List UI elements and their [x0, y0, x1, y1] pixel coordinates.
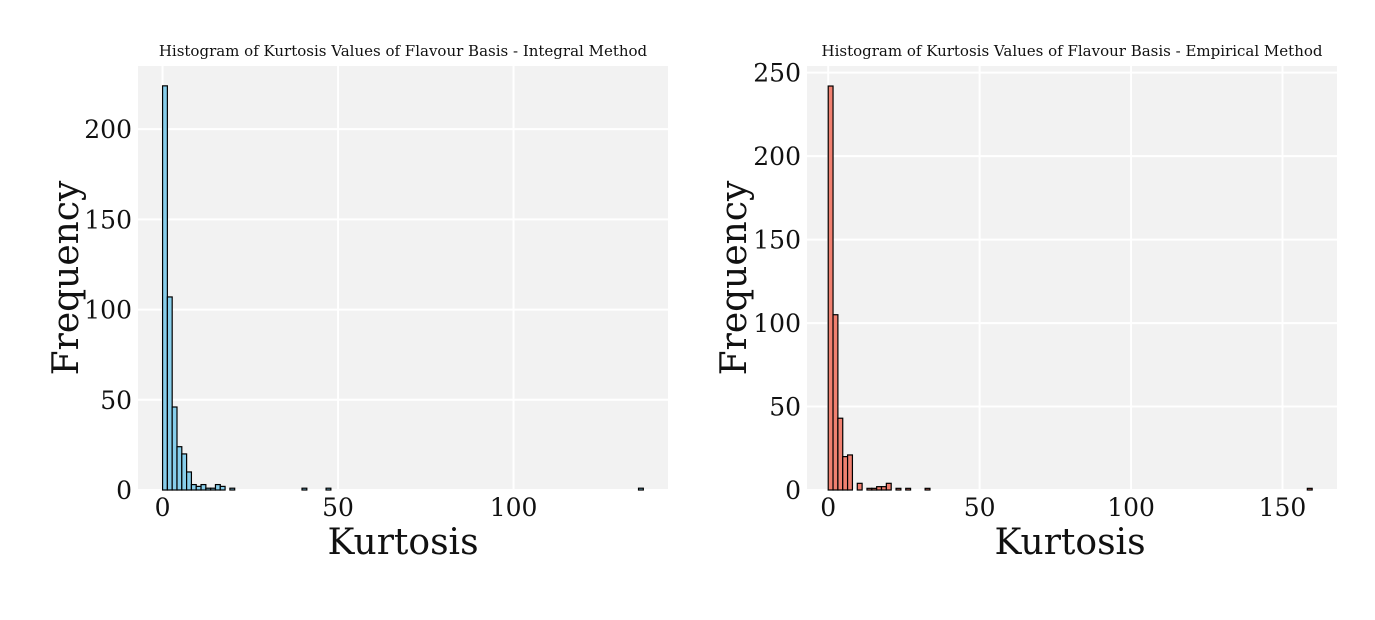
chart-title: Histogram of Kurtosis Values of Flavour …	[159, 42, 648, 60]
histogram-bar	[161, 85, 168, 491]
x-axis-label: Kurtosis	[994, 522, 1145, 563]
histogram-bar	[895, 487, 902, 491]
histogram-bar	[905, 487, 912, 491]
histogram-bar	[924, 487, 931, 491]
histogram-bar	[214, 483, 221, 491]
chart-panel-integral: 0 50 100 0 50 100 150 200 Histogram of Kurtosi…	[46, 42, 668, 563]
histogram-bar	[176, 446, 183, 491]
plot-area	[807, 66, 1337, 490]
histogram-bar	[866, 487, 873, 491]
y-tick-label: 50	[100, 386, 132, 415]
histogram-bar	[871, 487, 878, 491]
histogram-bar	[846, 454, 854, 491]
y-axis-label: Frequency	[46, 180, 87, 375]
histogram-bar	[229, 487, 236, 491]
y-axis-label: Frequency	[714, 180, 755, 375]
x-axis: 0 50 100	[155, 493, 538, 522]
bars	[827, 85, 1313, 491]
y-tick-label: 0	[785, 476, 801, 505]
bars	[161, 85, 644, 491]
histogram-bar	[181, 453, 188, 491]
histogram-bar	[1306, 487, 1313, 491]
chart-title: Histogram of Kurtosis Values of Flavour …	[822, 42, 1323, 60]
histogram-bar	[195, 485, 202, 491]
histogram-bar	[880, 486, 887, 491]
x-axis-label: Kurtosis	[327, 522, 478, 563]
y-axis: 0 50 100 150 200 250	[753, 59, 801, 505]
histogram-bar	[166, 296, 173, 491]
x-axis: 0 50 100 150	[820, 493, 1306, 522]
histogram-bar	[637, 487, 644, 491]
histogram-bar	[219, 485, 226, 491]
chart-panel-empirical: 0 50 100 150 0 50 100 150 200 250 Histogram of K…	[714, 42, 1337, 563]
histogram-bar	[200, 483, 207, 491]
histogram-bar	[856, 482, 863, 491]
histogram-bar	[186, 471, 193, 491]
x-tick-label: 100	[1107, 493, 1155, 522]
histogram-bar	[325, 487, 332, 491]
x-tick-label: 0	[155, 493, 171, 522]
histogram-bar	[210, 487, 217, 491]
histogram-bar	[301, 487, 308, 491]
histogram-bar	[190, 483, 197, 491]
histogram-bar	[837, 417, 844, 491]
y-tick-label: 0	[116, 476, 132, 505]
y-tick-label: 200	[84, 115, 132, 144]
y-tick-label: 100	[753, 309, 801, 338]
plot-area	[138, 66, 668, 490]
histogram-bar	[171, 406, 178, 491]
y-tick-label: 200	[753, 142, 801, 171]
histogram-bar	[842, 456, 849, 491]
gridlines	[807, 66, 1337, 491]
histogram-bar	[876, 486, 883, 491]
y-tick-label: 150	[753, 226, 801, 255]
x-tick-label: 50	[322, 493, 354, 522]
x-tick-label: 100	[490, 493, 538, 522]
y-tick-label: 100	[84, 296, 132, 325]
histogram-bar	[885, 482, 892, 491]
x-tick-label: 50	[964, 493, 996, 522]
histogram-bar	[832, 314, 839, 491]
x-tick-label: 0	[820, 493, 836, 522]
y-tick-label: 50	[769, 393, 801, 422]
x-tick-label: 150	[1259, 493, 1307, 522]
histogram-bar	[205, 487, 212, 491]
histogram-bar	[827, 85, 834, 491]
y-tick-label: 250	[753, 59, 801, 88]
y-axis: 0 50 100 150 200	[84, 115, 132, 505]
y-tick-label: 150	[84, 205, 132, 234]
